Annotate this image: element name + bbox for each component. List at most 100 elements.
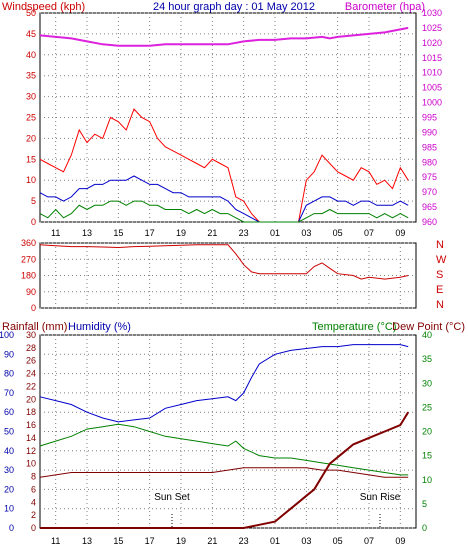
- rainfall-tick-label: 14: [26, 433, 36, 443]
- wind-x-tick-label: 09: [395, 228, 405, 238]
- compass-label: N: [436, 239, 444, 251]
- compass-label: S: [436, 269, 443, 281]
- rainfall-tick-label: 20: [26, 394, 36, 404]
- temperature-label: Temperature (°C): [312, 321, 396, 333]
- wind-x-tick-label: 11: [51, 228, 60, 238]
- rainfall-tick-label: 10: [26, 459, 36, 469]
- temperature-tick-label: 0: [422, 523, 427, 533]
- direction-tick-label: 180: [21, 271, 36, 281]
- wind-tick-label: 45: [26, 29, 36, 39]
- wind-tick-label: 30: [26, 92, 36, 102]
- rainfall-tick-label: 4: [31, 497, 36, 507]
- compass-label: N: [436, 299, 444, 311]
- compass-label: W: [436, 254, 447, 266]
- barometer-tick-label: 995: [422, 113, 437, 123]
- wind-grid: [40, 12, 416, 223]
- rainfall-tick-label: 26: [26, 356, 36, 366]
- temperature-tick-label: 20: [422, 427, 432, 437]
- series-temperature: [39, 423, 409, 476]
- rainfall-tick-label: 2: [31, 510, 36, 520]
- temperature-tick-label: 15: [422, 451, 432, 461]
- humidity-tick-label: 50: [4, 427, 14, 437]
- humidity-tick-label: 30: [4, 465, 14, 475]
- wind-tick-label: 10: [26, 175, 36, 185]
- temperature-tick-label: 35: [422, 354, 432, 364]
- wind-x-tick-label: 19: [176, 228, 186, 238]
- wind-tick-label: 0: [31, 217, 36, 227]
- rainfall-tick-label: 6: [31, 484, 36, 494]
- wind-tick-label: 5: [31, 196, 36, 206]
- barometer-tick-label: 980: [422, 157, 437, 167]
- humidity-tick-label: 60: [4, 407, 14, 417]
- humidity-tick-label: 0: [9, 523, 14, 533]
- wind-x-tick-label: 13: [82, 228, 92, 238]
- wind-left-ticks: 0 5 10 15 20 25 30 35 40 45 50: [26, 8, 36, 227]
- direction-tick-label: 270: [21, 254, 36, 264]
- wind-x-tick-label: 17: [145, 228, 155, 238]
- direction-left-ticks: 0 90 180 270 360: [21, 238, 36, 313]
- series-wind_avg: [39, 175, 409, 223]
- rainfall-tick-label: 16: [26, 420, 36, 430]
- temperature-tick-label: 30: [422, 378, 432, 388]
- direction-series: [39, 244, 409, 280]
- climate-x-ticks: 11 13 15 17 19 21 23 01 03 05 07 09: [51, 536, 405, 546]
- climate-x-tick-label: 03: [301, 536, 311, 546]
- rainfall-tick-label: 8: [31, 472, 36, 482]
- barometer-tick-label: 990: [422, 127, 437, 137]
- barometer-tick-label: 1010: [422, 68, 442, 78]
- wind-tick-label: 40: [26, 50, 36, 60]
- climate-x-tick-label: 21: [207, 536, 217, 546]
- wind-tick-label: 50: [26, 8, 36, 18]
- climate-x-tick-label: 05: [333, 536, 343, 546]
- climate-x-tick-label: 23: [239, 536, 249, 546]
- wind-right-ticks: 960 965 970 975 980 985 990 995 1000 1005 1010 1015…: [422, 8, 442, 227]
- rainfall-label: Rainfall (mm): [2, 321, 67, 333]
- humidity-tick-label: 20: [4, 484, 14, 494]
- wind-x-tick-label: 23: [239, 228, 249, 238]
- wind-x-tick-label: 05: [333, 228, 343, 238]
- wind-tick-label: 15: [26, 154, 36, 164]
- wind-tick-label: 35: [26, 71, 36, 81]
- climate-x-tick-label: 11: [51, 536, 60, 546]
- barometer-label: Barometer (hpa): [345, 1, 425, 13]
- climate-x-tick-label: 07: [364, 536, 374, 546]
- wind-x-tick-label: 15: [113, 228, 123, 238]
- wind-x-tick-label: 21: [207, 228, 217, 238]
- climate-x-tick-label: 15: [113, 536, 123, 546]
- climate-x-tick-label: 19: [176, 536, 186, 546]
- barometer-tick-label: 960: [422, 217, 437, 227]
- rainfall-tick-label: 28: [26, 343, 36, 353]
- series-rain: [40, 411, 410, 529]
- wind-tick-label: 25: [26, 113, 36, 123]
- temperature-ticks: 0 5 10 15 20 25 30 35 40: [422, 330, 432, 533]
- wind-x-tick-label: 01: [270, 228, 280, 238]
- temperature-tick-label: 40: [422, 330, 432, 340]
- temperature-tick-label: 25: [422, 402, 432, 412]
- direction-tick-label: 0: [31, 303, 36, 313]
- barometer-tick-label: 1030: [422, 8, 442, 18]
- humidity-label: Humidity (%): [68, 321, 131, 333]
- direction-tick-label: 90: [26, 287, 36, 297]
- barometer-tick-label: 965: [422, 202, 437, 212]
- series-barometer: [39, 26, 409, 47]
- temperature-tick-label: 10: [422, 475, 432, 485]
- barometer-tick-label: 970: [422, 187, 437, 197]
- barometer-tick-label: 1015: [422, 53, 442, 63]
- rainfall-tick-label: 22: [26, 381, 36, 391]
- humidity-tick-label: 100: [0, 330, 14, 340]
- wind-x-ticks: 11 13 15 17 19 21 23 01 03 05 07 09: [51, 228, 405, 238]
- sunset-label: Sun Set: [154, 492, 190, 503]
- rainfall-tick-label: 24: [26, 369, 36, 379]
- rainfall-tick-label: 30: [26, 330, 36, 340]
- rainfall-tick-label: 18: [26, 407, 36, 417]
- sunrise-label: Sun Rise: [360, 492, 401, 503]
- windspeed-label: Windspeed (kph): [2, 1, 85, 13]
- barometer-tick-label: 1005: [422, 83, 442, 93]
- humidity-tick-label: 70: [4, 388, 14, 398]
- wind-tick-label: 20: [26, 133, 36, 143]
- barometer-tick-label: 1000: [422, 98, 442, 108]
